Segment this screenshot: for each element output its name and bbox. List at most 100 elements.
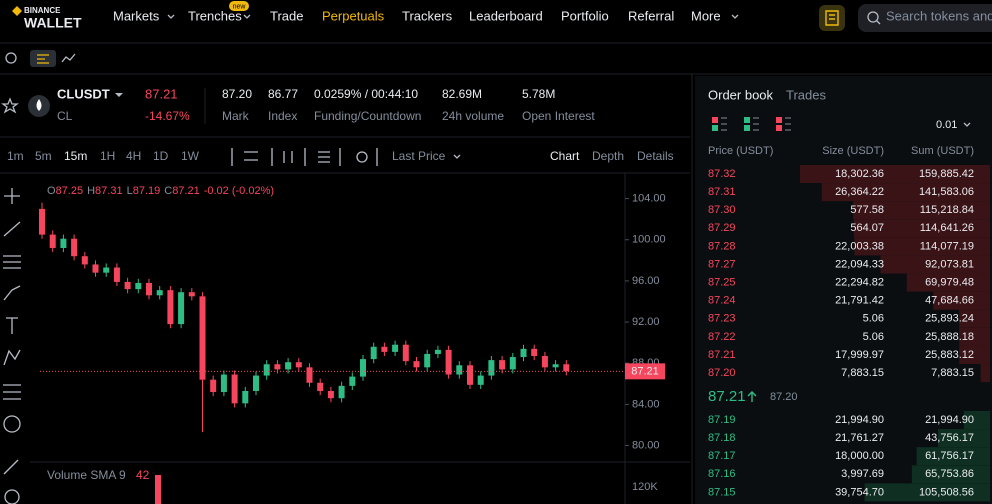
precision[interactable]: 0.01 xyxy=(936,119,957,131)
nav-item[interactable]: Portfolio xyxy=(561,8,609,23)
symbol-dropdown[interactable] xyxy=(115,93,123,97)
stat-value: 82.69M xyxy=(442,87,482,101)
candle-icon[interactable] xyxy=(283,151,293,163)
nav-item[interactable]: Leaderboard xyxy=(469,8,543,23)
settings-icon[interactable] xyxy=(356,151,368,163)
zoom-tool[interactable] xyxy=(4,489,20,504)
interval[interactable]: 4H xyxy=(126,149,141,163)
view-icon[interactable] xyxy=(776,117,782,123)
list-icon[interactable] xyxy=(318,151,330,163)
ohlc-value: 87.25 xyxy=(56,185,84,197)
view-icon[interactable] xyxy=(785,117,791,131)
size: 577.58 xyxy=(850,204,884,216)
candle-body xyxy=(370,346,377,360)
candle-body xyxy=(231,374,238,404)
candle-body xyxy=(327,391,334,399)
candle-body xyxy=(402,344,409,362)
settings-icon[interactable] xyxy=(5,52,17,64)
pattern-tool[interactable] xyxy=(3,349,21,366)
favorite-star[interactable] xyxy=(1,97,19,114)
ohlc-label: H xyxy=(87,185,95,197)
candle-body xyxy=(392,344,399,352)
candle-body xyxy=(541,356,548,368)
size: 22,003.38 xyxy=(835,240,884,252)
nav-item[interactable]: Perpetuals xyxy=(322,8,385,23)
view-tab[interactable]: Chart xyxy=(550,149,580,163)
y-tick-label: 84.00 xyxy=(632,398,660,410)
text-tool[interactable] xyxy=(6,317,18,334)
brush-tool[interactable] xyxy=(3,285,21,301)
candle-body xyxy=(360,359,366,377)
depth-bar xyxy=(880,255,990,274)
depth-bar xyxy=(853,201,990,220)
candle-body xyxy=(445,349,452,375)
nav-item[interactable]: Referral xyxy=(628,8,674,23)
column-header: Size (USDT) xyxy=(822,145,884,157)
orders-button[interactable] xyxy=(819,5,845,31)
tab[interactable]: Order book xyxy=(708,87,774,102)
search-box[interactable] xyxy=(858,4,992,32)
line-tool[interactable] xyxy=(3,221,21,237)
view-icon[interactable] xyxy=(744,117,750,123)
nav-item[interactable]: Trenches xyxy=(188,8,242,23)
emoji-tool[interactable] xyxy=(3,415,21,433)
crosshair-tool[interactable] xyxy=(4,188,20,204)
interval[interactable]: 5m xyxy=(35,149,52,163)
price: 87.15 xyxy=(708,486,736,498)
candle-body xyxy=(103,267,110,273)
nav-item[interactable]: Markets xyxy=(113,8,160,23)
fib-tool[interactable] xyxy=(3,255,21,269)
price: 87.32 xyxy=(708,168,736,180)
sum: 105,508.56 xyxy=(919,486,974,498)
up-arrow xyxy=(747,391,757,402)
view-icon[interactable] xyxy=(753,117,759,131)
candle-body xyxy=(60,238,67,248)
price: 87.22 xyxy=(708,331,736,343)
depth-bar xyxy=(916,447,990,466)
interval[interactable]: 1H xyxy=(100,149,115,163)
ohlc-value: 87.19 xyxy=(133,185,161,197)
interval[interactable]: 15m xyxy=(64,149,87,163)
view-icon[interactable] xyxy=(712,125,718,131)
ohlc-change: -0.02 (-0.02%) xyxy=(204,185,274,197)
indicator-icon[interactable] xyxy=(244,151,258,161)
depth-bar xyxy=(959,346,990,364)
sum: 65,753.86 xyxy=(925,468,974,480)
nav-item[interactable]: Trade xyxy=(270,8,303,23)
view-icon[interactable] xyxy=(744,125,750,131)
stat-value: 0.0259% / 00:44:10 xyxy=(314,87,418,101)
tab[interactable]: Trades xyxy=(786,87,826,102)
orders-icon xyxy=(825,10,839,26)
search-placeholder: Search tokens and xyxy=(886,8,992,23)
y-tick-label: 96.00 xyxy=(632,275,660,287)
mark-price: 87.20 xyxy=(770,391,798,403)
interval[interactable]: 1W xyxy=(181,149,200,163)
nav-item[interactable]: More xyxy=(691,8,721,23)
y-tick-label: 92.00 xyxy=(632,316,660,328)
price-type[interactable]: Last Price xyxy=(392,149,446,163)
size: 5.06 xyxy=(863,313,884,325)
interval[interactable]: 1m xyxy=(7,149,24,163)
sum: 7,883.15 xyxy=(931,367,974,379)
candle-body xyxy=(306,367,313,383)
measure-tool[interactable] xyxy=(3,384,21,400)
symbol-name: CL xyxy=(57,109,73,123)
chart-icon[interactable] xyxy=(61,53,76,63)
view-tab[interactable]: Details xyxy=(637,149,674,163)
candle-body xyxy=(135,282,142,290)
candle-body xyxy=(253,375,259,391)
size: 39,754.70 xyxy=(835,486,884,498)
view-icon[interactable] xyxy=(721,117,727,131)
view-tab[interactable]: Depth xyxy=(592,149,624,163)
depth-bar xyxy=(959,327,990,346)
interval[interactable]: 1D xyxy=(153,149,169,163)
price: 87.25 xyxy=(708,277,736,289)
nav-item[interactable]: Trackers xyxy=(402,8,453,23)
view-icon[interactable] xyxy=(712,117,718,123)
candle-body xyxy=(381,346,388,352)
ruler-tool[interactable] xyxy=(3,459,19,475)
view-icon[interactable] xyxy=(776,125,782,131)
last-price-label: 87.21 xyxy=(631,365,659,377)
candle-body xyxy=(92,264,99,273)
candle-body xyxy=(434,349,441,354)
